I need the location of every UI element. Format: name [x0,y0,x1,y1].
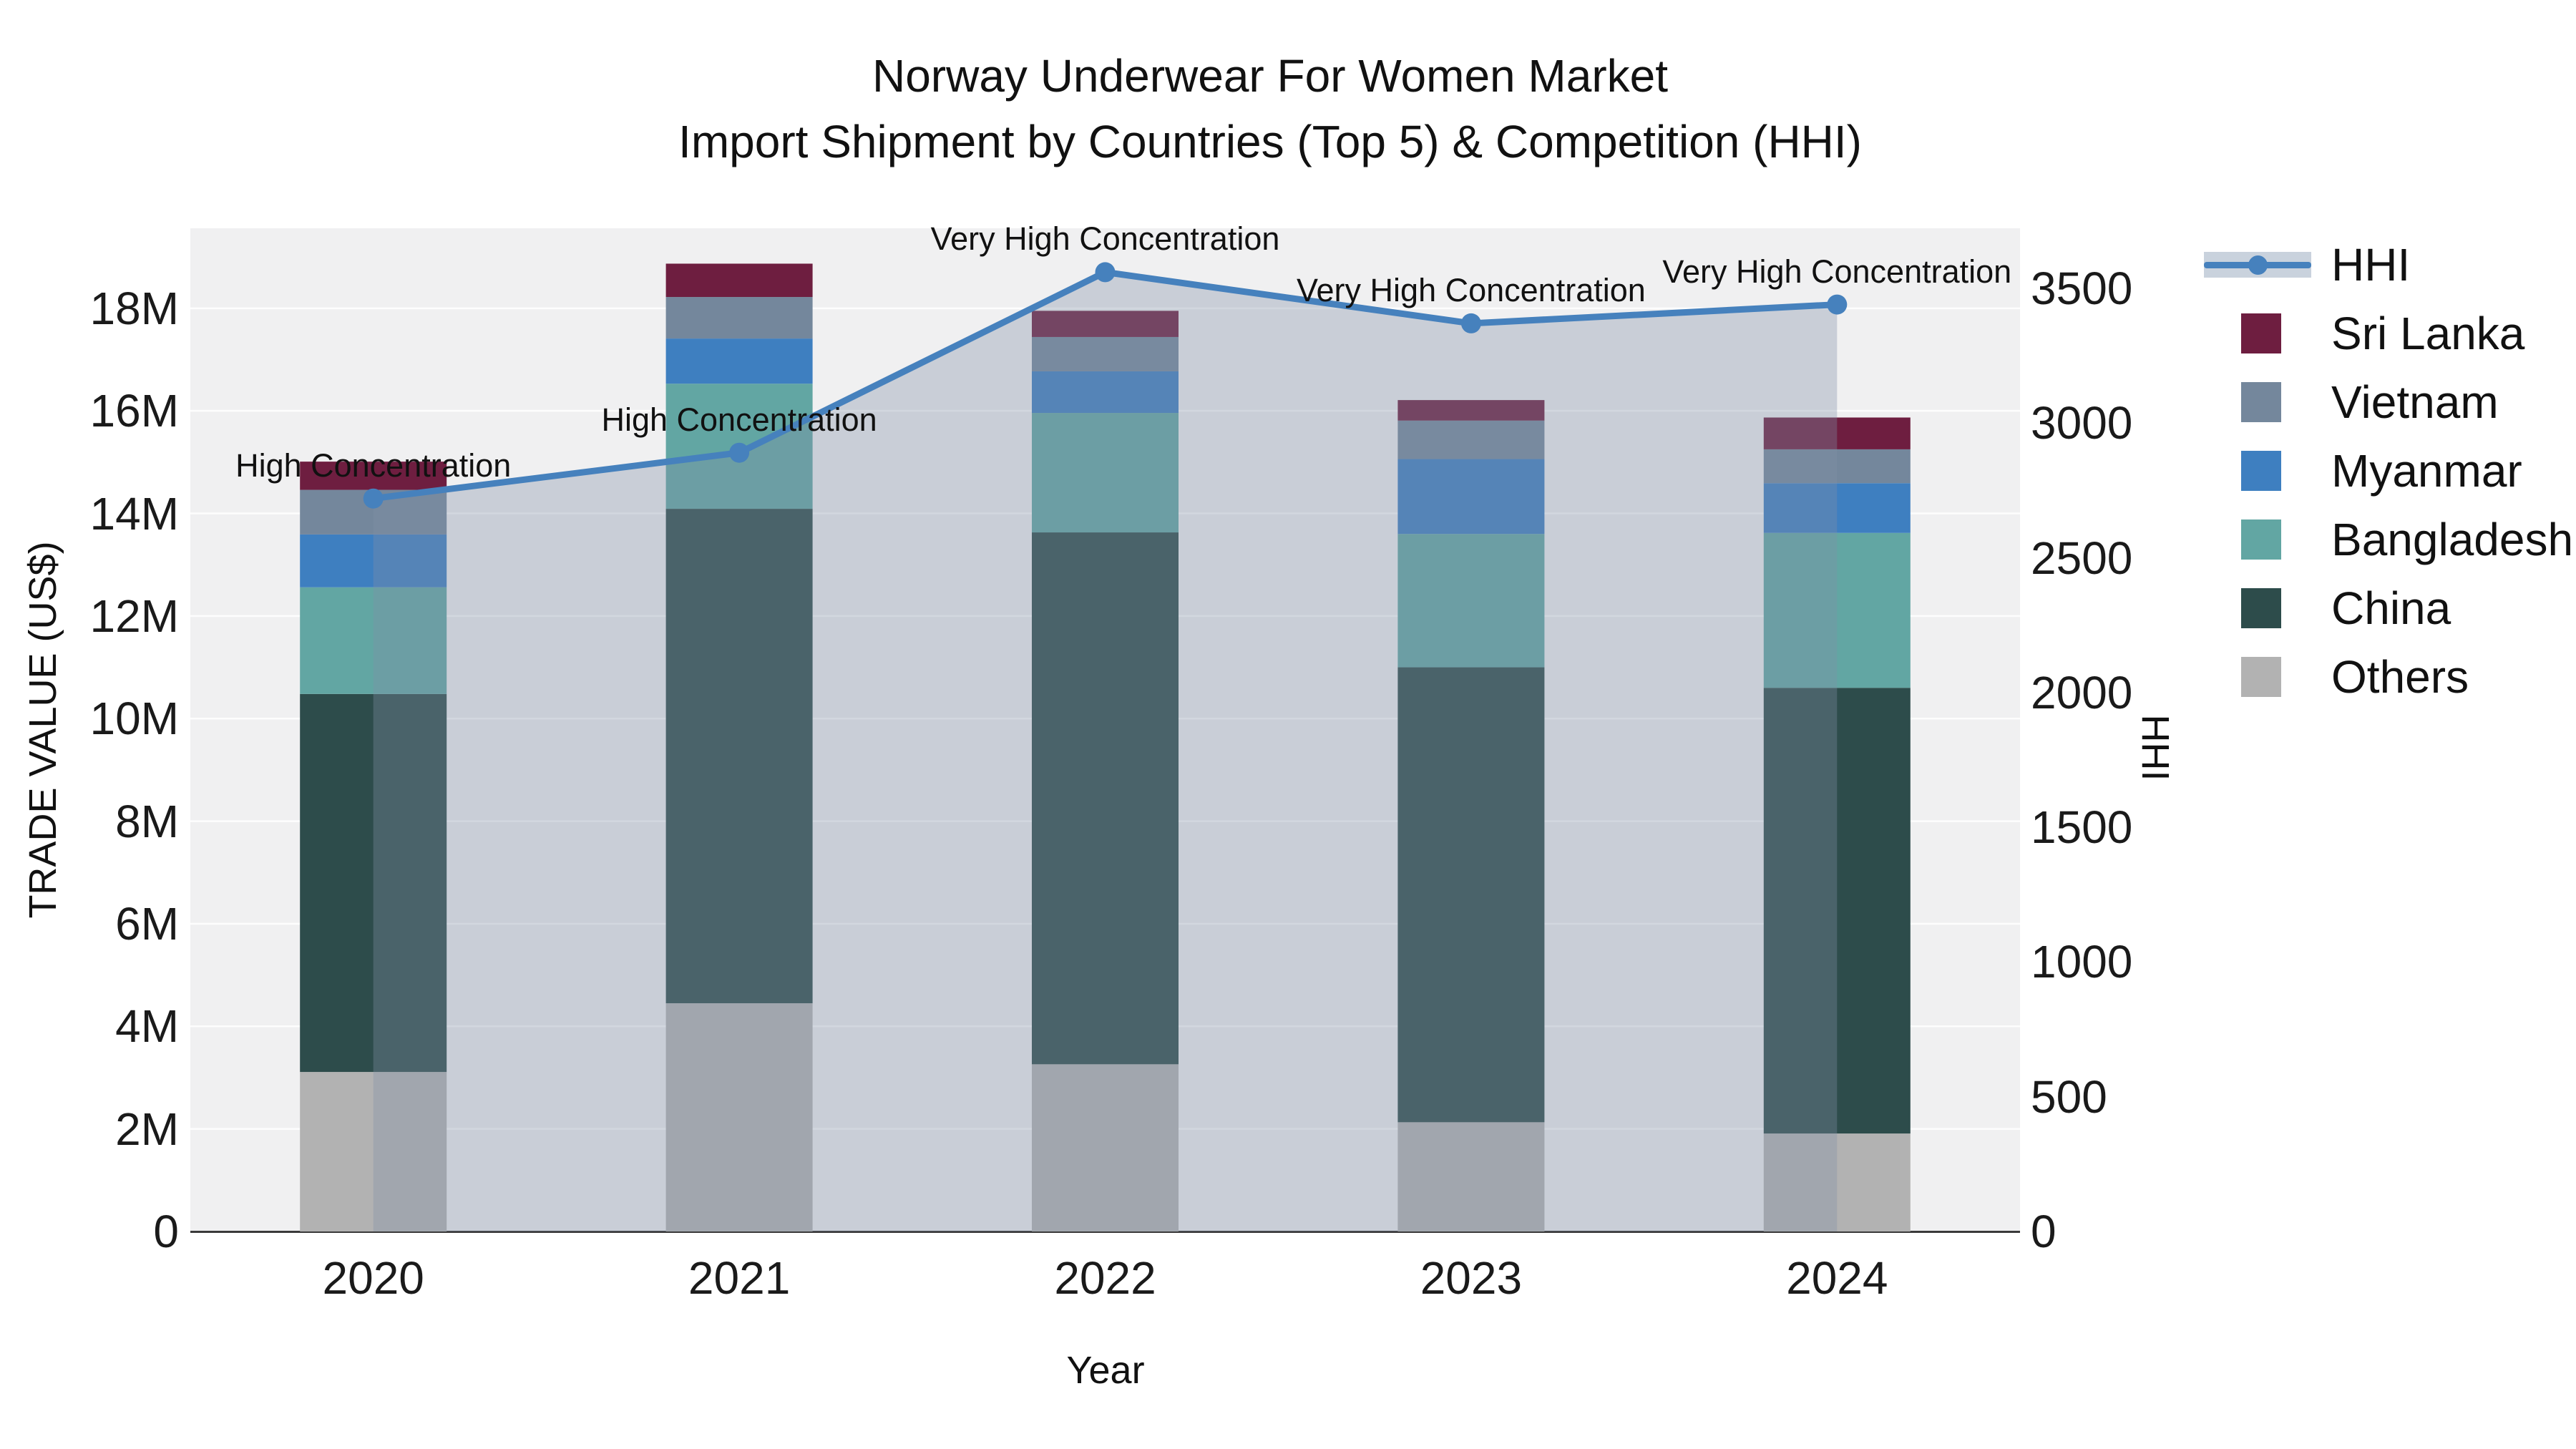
bar-segment-vietnam-2023[interactable] [1397,420,1545,459]
hhi-marker-2022[interactable] [1095,262,1116,283]
bar-segment-others-2023[interactable] [1397,1122,1545,1231]
x-tick-label-2020: 2020 [322,1252,424,1304]
bar-segment-china-2021[interactable] [665,509,813,1004]
x-tick-label-2023: 2023 [1420,1252,1523,1304]
legend-label: Vietnam [2331,376,2499,428]
plot-area [190,262,2020,1231]
legend-label: Others [2331,651,2469,703]
bar-segment-china-2023[interactable] [1397,667,1545,1123]
legend-label: HHI [2331,239,2411,291]
annotation-2021: High Concentration [601,401,877,438]
right-axis-title: HHI [2134,714,2177,781]
bar-segment-sri-lanka-2022[interactable] [1032,311,1179,337]
legend-label: Bangladesh [2331,514,2574,565]
right-axis-tick-label: 500 [2031,1070,2107,1123]
legend-item-vietnam[interactable]: Vietnam [2204,368,2573,436]
bar-segment-sri-lanka-2024[interactable] [1763,417,1911,449]
legend-item-bangladesh[interactable]: Bangladesh [2204,505,2573,574]
swatch-icon [2241,519,2281,560]
swatch-icon [2241,313,2281,353]
hhi-area [373,272,1838,1231]
hhi-marker-icon [2248,255,2268,275]
bar-segment-bangladesh-2023[interactable] [1397,534,1545,668]
bar-segment-vietnam-2024[interactable] [1763,449,1911,484]
right-axis-tick-label: 2000 [2031,666,2133,718]
x-axis-spine [190,1231,2020,1233]
right-axis-tick-label: 2500 [2031,532,2133,584]
legend-swatch-others [2204,643,2311,711]
legend-item-hhi[interactable]: HHI [2204,230,2573,299]
hhi-marker-2024[interactable] [1827,294,1848,315]
bar-segment-sri-lanka-2021[interactable] [665,263,813,298]
left-axis-tick-label: 12M [89,590,180,642]
annotation-2020: High Concentration [235,447,512,484]
legend-swatch-myanmar [2204,436,2311,505]
bar-segment-bangladesh-2022[interactable] [1032,413,1179,533]
bar-segment-china-2024[interactable] [1763,688,1911,1134]
bar-segment-china-2020[interactable] [300,693,447,1073]
legend-label: Myanmar [2331,445,2522,497]
legend-label: China [2331,582,2451,634]
left-axis-tick-label: 18M [89,282,180,334]
right-axis-tick-label: 3500 [2031,262,2133,314]
legend-swatch-china [2204,574,2311,643]
swatch-icon [2241,657,2281,697]
x-tick-label-2024: 2024 [1786,1252,1888,1304]
bar-segment-bangladesh-2020[interactable] [300,587,447,694]
legend-label: Sri Lanka [2331,308,2525,359]
legend-swatch-bangladesh [2204,505,2311,574]
bar-segment-vietnam-2022[interactable] [1032,336,1179,371]
x-tick-label-2021: 2021 [688,1252,791,1304]
left-axis-tick-label: 10M [89,693,180,745]
chart-title-line1: Norway Underwear For Women Market [872,50,1669,102]
bar-segment-myanmar-2023[interactable] [1397,459,1545,535]
legend-swatch-sri-lanka [2204,299,2311,368]
left-axis-tick-label: 16M [89,385,180,437]
bar-segment-others-2020[interactable] [300,1072,447,1231]
bar-segment-china-2022[interactable] [1032,532,1179,1065]
left-axis-tick-label: 2M [115,1103,179,1155]
x-tick-label-2022: 2022 [1054,1252,1156,1304]
x-axis-title: Year [1066,1349,1145,1392]
annotation-2022: Very High Concentration [930,220,1280,258]
left-axis-tick-label: 0 [153,1206,179,1257]
bar-segment-others-2022[interactable] [1032,1064,1179,1231]
bar-segment-myanmar-2021[interactable] [665,338,813,384]
chart-title: Norway Underwear For Women Market Import… [0,43,2540,175]
swatch-icon [2241,588,2281,628]
bar-segment-others-2024[interactable] [1763,1133,1911,1231]
left-axis-tick-label: 4M [115,1000,179,1053]
bar-segment-myanmar-2024[interactable] [1763,483,1911,533]
bar-segment-myanmar-2020[interactable] [300,534,447,587]
annotation-2024: Very High Concentration [1662,253,2012,290]
bar-segment-vietnam-2021[interactable] [665,297,813,339]
legend-item-sri-lanka[interactable]: Sri Lanka [2204,299,2573,368]
legend: HHI Sri Lanka Vietnam Myanmar Bangladesh Chin… [2204,230,2573,711]
right-axis-tick-label: 1000 [2031,936,2133,988]
left-axis-tick-label: 14M [89,487,180,540]
bar-segment-others-2021[interactable] [665,1003,813,1231]
hhi-marker-2020[interactable] [363,488,384,509]
hhi-legend-glyph [2204,230,2311,299]
left-axis-tick-label: 6M [115,897,179,950]
right-axis-tick-label: 3000 [2031,397,2133,449]
legend-swatch-vietnam [2204,368,2311,436]
left-axis-tick-label: 8M [115,795,179,847]
legend-item-china[interactable]: China [2204,574,2573,643]
right-axis-tick-label: 1500 [2031,801,2133,854]
hhi-marker-2021[interactable] [729,442,750,463]
swatch-icon [2241,451,2281,491]
swatch-icon [2241,382,2281,422]
legend-item-others[interactable]: Others [2204,643,2573,711]
hhi-marker-2023[interactable] [1460,313,1481,333]
right-axis-tick-label: 0 [2031,1206,2057,1257]
bar-segment-sri-lanka-2023[interactable] [1397,400,1545,421]
annotation-2023: Very High Concentration [1297,271,1646,308]
bar-segment-sri-lanka-2020[interactable] [300,462,447,490]
bar-segment-bangladesh-2024[interactable] [1763,532,1911,688]
legend-item-myanmar[interactable]: Myanmar [2204,436,2573,505]
chart-title-line2: Import Shipment by Countries (Top 5) & C… [678,116,1862,167]
bar-segment-myanmar-2022[interactable] [1032,371,1179,414]
